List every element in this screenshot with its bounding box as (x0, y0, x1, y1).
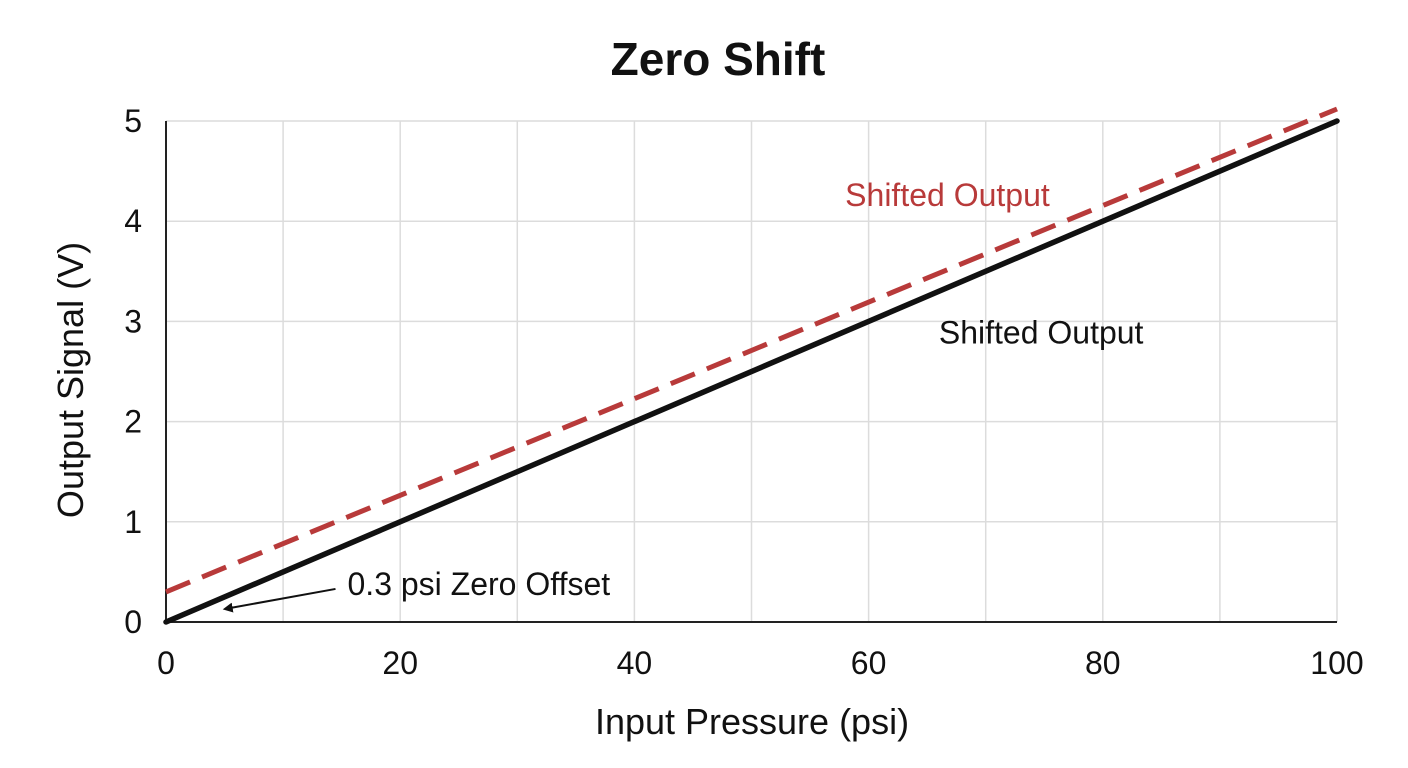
y-tick-label: 0 (124, 604, 142, 640)
x-tick-label: 0 (157, 645, 175, 681)
y-axis-label: Output Signal (V) (50, 242, 91, 518)
y-tick-label: 2 (124, 404, 142, 440)
annotation-series-label: Shifted Output (845, 177, 1050, 213)
series-lines (163, 106, 1340, 625)
annotation-arrow (222, 587, 336, 613)
axes (165, 121, 1337, 623)
annotation-offset-label: 0.3 psi Zero Offset (348, 566, 611, 602)
tick-labels: 0 20 40 60 80 100 0 1 2 3 4 5 (124, 103, 1363, 681)
x-tick-label: 100 (1310, 645, 1363, 681)
y-tick-label: 1 (124, 504, 142, 540)
x-tick-label: 40 (617, 645, 653, 681)
y-tick-label: 3 (124, 303, 142, 339)
annotation-series-label: Shifted Output (939, 314, 1144, 350)
series-line-shifted (165, 106, 1338, 595)
y-tick-label: 5 (124, 103, 142, 139)
annotations: Shifted Output Shifted Output 0.3 psi Zero… (222, 177, 1144, 613)
series-line-reference (163, 118, 1340, 625)
chart-title: Zero Shift (611, 33, 826, 85)
y-tick-label: 4 (124, 203, 142, 239)
x-tick-label: 20 (382, 645, 418, 681)
x-tick-label: 80 (1085, 645, 1121, 681)
x-axis-label: Input Pressure (psi) (595, 701, 909, 742)
grid-lines (166, 120, 1338, 622)
x-tick-label: 60 (851, 645, 887, 681)
